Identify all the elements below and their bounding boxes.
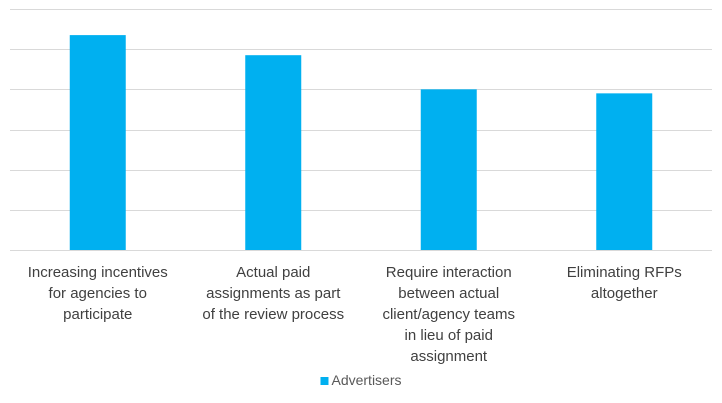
bar bbox=[69, 35, 126, 250]
bar bbox=[596, 93, 653, 250]
category-label-line: Require interaction bbox=[386, 264, 512, 281]
legend: Advertisers bbox=[320, 372, 402, 388]
category-label-line: assignments as part bbox=[206, 285, 341, 302]
category-label-line: Increasing incentives bbox=[28, 264, 168, 281]
category-label: Actual paid assignments as part of the rev… bbox=[202, 264, 344, 323]
category-label-line: in lieu of paid bbox=[405, 327, 493, 344]
category-label-line: Eliminating RFPs bbox=[567, 264, 682, 281]
category-label-line: participate bbox=[63, 306, 132, 323]
category-label-line: Actual paid bbox=[236, 264, 310, 281]
bar bbox=[245, 55, 302, 250]
category-label-line: between actual bbox=[398, 285, 499, 302]
category-label-line: for agencies to bbox=[49, 285, 147, 302]
category-label-line: altogether bbox=[591, 285, 658, 302]
legend-label: Advertisers bbox=[331, 372, 401, 388]
category-label-line: client/agency teams bbox=[382, 306, 515, 323]
bars bbox=[69, 35, 653, 250]
category-label: Increasing incentives for agencies to part… bbox=[28, 264, 168, 323]
bar bbox=[420, 89, 477, 250]
category-label: Eliminating RFPs altogether bbox=[567, 264, 682, 302]
category-label-line: assignment bbox=[410, 348, 488, 365]
category-label-line: of the review process bbox=[202, 306, 344, 323]
gridlines bbox=[10, 9, 712, 251]
legend-swatch bbox=[320, 377, 329, 385]
category-label: Require interaction between actual client/… bbox=[382, 264, 515, 365]
category-labels: Increasing incentives for agencies to part… bbox=[28, 264, 682, 365]
